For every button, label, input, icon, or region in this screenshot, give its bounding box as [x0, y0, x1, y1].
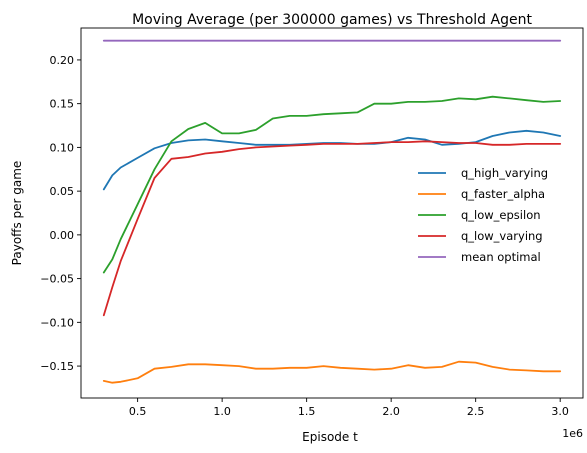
y-tick-label: 0.15 — [50, 98, 75, 111]
series-line-q-low-epsilon — [102, 95, 562, 274]
x-tick-label: 1.5 — [298, 405, 316, 418]
y-tick-label: 0.20 — [50, 54, 75, 67]
legend-label: q_faster_alpha — [461, 187, 545, 201]
y-tick-label: −0.05 — [40, 273, 74, 286]
legend-label: mean optimal — [461, 250, 541, 264]
x-axis: 0.5 1.0 1.5 2.0 2.5 3.0 — [129, 398, 569, 418]
y-tick-label: 0.05 — [50, 185, 75, 198]
plot-frame — [80, 27, 584, 399]
series-line-q-low-varying — [102, 140, 562, 317]
x-tick-label: 3.0 — [551, 405, 569, 418]
legend: q_high_varying q_faster_alpha q_low_epsilo… — [418, 166, 548, 264]
legend-label: q_high_varying — [461, 166, 548, 180]
series-line-q-faster-alpha — [102, 360, 562, 384]
y-tick-label: 0.10 — [50, 141, 75, 154]
series-layer — [102, 39, 562, 384]
y-axis-label: Payoffs per game — [10, 161, 24, 266]
legend-label: q_low_epsilon — [461, 208, 541, 222]
y-tick-label: −0.15 — [40, 360, 74, 373]
x-axis-offset-text: 1e6 — [562, 427, 583, 440]
x-tick-label: 0.5 — [129, 405, 147, 418]
y-tick-label: −0.10 — [40, 316, 74, 329]
chart-title: Moving Average (per 300000 games) vs Thr… — [132, 12, 532, 28]
x-tick-label: 2.0 — [382, 405, 400, 418]
legend-label: q_low_varying — [461, 229, 543, 243]
y-axis: −0.15 −0.10 −0.05 0.00 0.05 0.10 0.15 0.20 — [40, 54, 81, 373]
x-axis-label: Episode t — [302, 430, 358, 444]
x-tick-label: 1.0 — [213, 405, 231, 418]
y-tick-label: 0.00 — [50, 229, 75, 242]
x-tick-label: 2.5 — [467, 405, 485, 418]
